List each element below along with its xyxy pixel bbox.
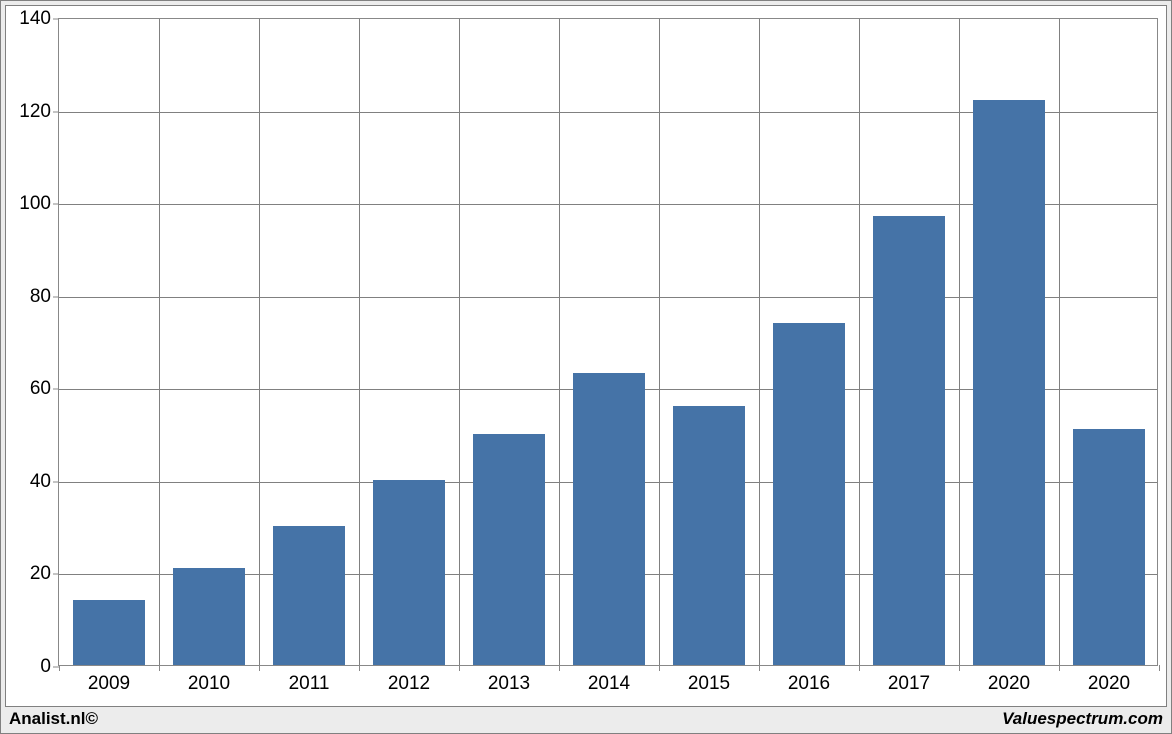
ytick-label: 140	[19, 8, 51, 30]
xtick-label: 2010	[188, 673, 230, 695]
chart-outer-frame: 0 20 40 60 80 100 120 140 2009 2010 2011 2012 2013 20…	[0, 0, 1172, 734]
ytick-label: 80	[30, 286, 51, 308]
ytick-mark	[53, 296, 59, 297]
xtick-mark	[759, 665, 760, 671]
plot-area: 0204060801001201402009201020112012201320…	[58, 18, 1158, 666]
ytick-label: 40	[30, 471, 51, 493]
bar	[873, 216, 945, 665]
ytick-mark	[53, 111, 59, 112]
xtick-mark	[459, 665, 460, 671]
gridline-vertical	[159, 19, 160, 665]
bar	[173, 568, 245, 665]
xtick-mark	[859, 665, 860, 671]
gridline-vertical	[459, 19, 460, 665]
footer-bar: Analist.nl© Valuespectrum.com	[5, 707, 1167, 731]
ytick-mark	[53, 204, 59, 205]
xtick-mark	[659, 665, 660, 671]
xtick-mark	[959, 665, 960, 671]
gridline-vertical	[759, 19, 760, 665]
ytick-label: 0	[40, 656, 51, 678]
gridline-vertical	[959, 19, 960, 665]
xtick-label: 2013	[488, 673, 530, 695]
gridline-vertical	[659, 19, 660, 665]
xtick-mark	[259, 665, 260, 671]
bar	[273, 526, 345, 665]
ytick-mark	[53, 19, 59, 20]
ytick-mark	[53, 389, 59, 390]
ytick-mark	[53, 574, 59, 575]
xtick-mark	[559, 665, 560, 671]
bar	[973, 100, 1045, 665]
xtick-label: 2017	[888, 673, 930, 695]
bar	[473, 434, 545, 665]
gridline-vertical	[559, 19, 560, 665]
bar	[573, 373, 645, 665]
xtick-label: 2009	[88, 673, 130, 695]
footer-right-credit: Valuespectrum.com	[1002, 709, 1163, 729]
gridline-vertical	[259, 19, 260, 665]
xtick-mark	[1159, 665, 1160, 671]
gridline-vertical	[359, 19, 360, 665]
xtick-label: 2011	[289, 673, 330, 695]
bar	[73, 600, 145, 665]
xtick-label: 2020	[988, 673, 1030, 695]
bar	[773, 323, 845, 666]
ytick-mark	[53, 481, 59, 482]
ytick-label: 60	[30, 378, 51, 400]
gridline-vertical	[1059, 19, 1060, 665]
xtick-label: 2016	[788, 673, 830, 695]
xtick-mark	[159, 665, 160, 671]
bar	[1073, 429, 1145, 665]
gridline-vertical	[859, 19, 860, 665]
xtick-label: 2014	[588, 673, 630, 695]
xtick-mark	[359, 665, 360, 671]
xtick-label: 2015	[688, 673, 730, 695]
xtick-label: 2020	[1088, 673, 1130, 695]
xtick-label: 2012	[388, 673, 430, 695]
bar	[673, 406, 745, 665]
ytick-label: 100	[19, 193, 51, 215]
ytick-label: 120	[19, 101, 51, 123]
bar	[373, 480, 445, 665]
chart-inner-frame: 0 20 40 60 80 100 120 140 2009 2010 2011 2012 2013 20…	[5, 5, 1167, 707]
xtick-mark	[1059, 665, 1060, 671]
xtick-mark	[59, 665, 60, 671]
ytick-label: 20	[30, 563, 51, 585]
footer-left-credit: Analist.nl©	[9, 709, 98, 729]
